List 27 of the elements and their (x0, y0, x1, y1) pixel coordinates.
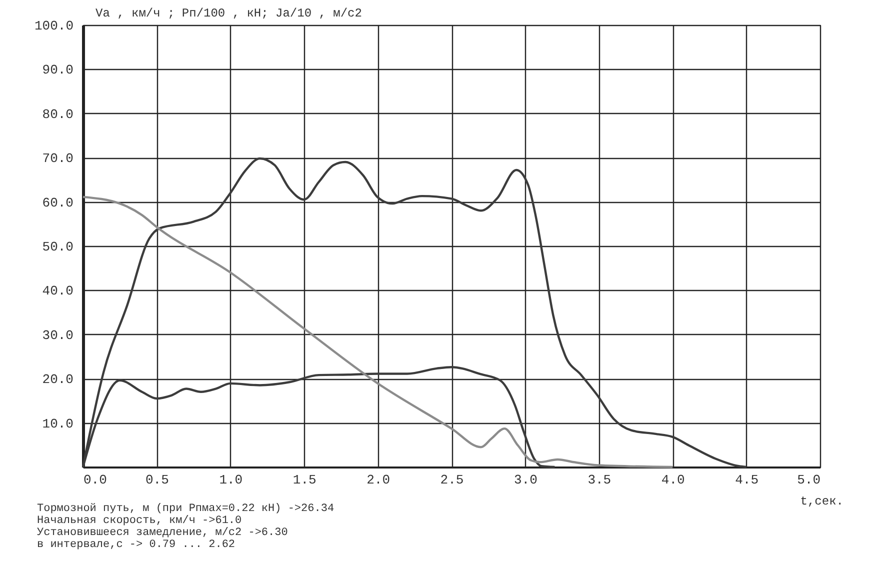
x-tick-label: 3.0 (514, 472, 538, 488)
x-tick-label: 5.0 (797, 472, 820, 488)
x-axis-title: t,сек. (800, 494, 844, 508)
text: Установившееся замедление, м/с2 ->6.30 (36, 527, 288, 539)
x-tick-label: 2.5 (440, 472, 464, 488)
y-axis-title: Va , км/ч ; Рп/100 , кН; Ja/10 , м/с2 (96, 6, 362, 20)
text: Начальная скорость, км/ч ->61.0 (36, 515, 242, 527)
y-tick-label: 40.0 (42, 284, 74, 299)
x-tick-label: 1.5 (292, 472, 316, 488)
y-tick-label: 20.0 (42, 372, 74, 388)
x-tick-label: 0.0 (84, 472, 107, 488)
text: Тормозной путь, м (при Рпмах=0.22 кН) ->26.34 (36, 503, 334, 515)
x-tick-label: 4.5 (735, 472, 759, 488)
x-tick-label: 0.5 (145, 472, 169, 488)
x-tick-label: 4.0 (661, 472, 685, 488)
y-tick-label: 90.0 (42, 62, 74, 78)
x-tick-label: 3.5 (588, 472, 612, 488)
y-tick-label: 80.0 (42, 106, 74, 122)
x-tick-label: 2.0 (366, 472, 390, 488)
y-tick-label: 100.0 (34, 18, 74, 34)
x-tick-label: 1.0 (219, 472, 243, 488)
y-tick-label: 10.0 (42, 416, 74, 432)
y-tick-label: 70.0 (42, 151, 74, 166)
text: в интервале,с -> 0.79 ... 2.62 (36, 539, 236, 551)
y-tick-label: 30.0 (42, 328, 74, 343)
y-tick-label: 60.0 (42, 195, 74, 210)
y-tick-label: 50.0 (42, 240, 74, 254)
